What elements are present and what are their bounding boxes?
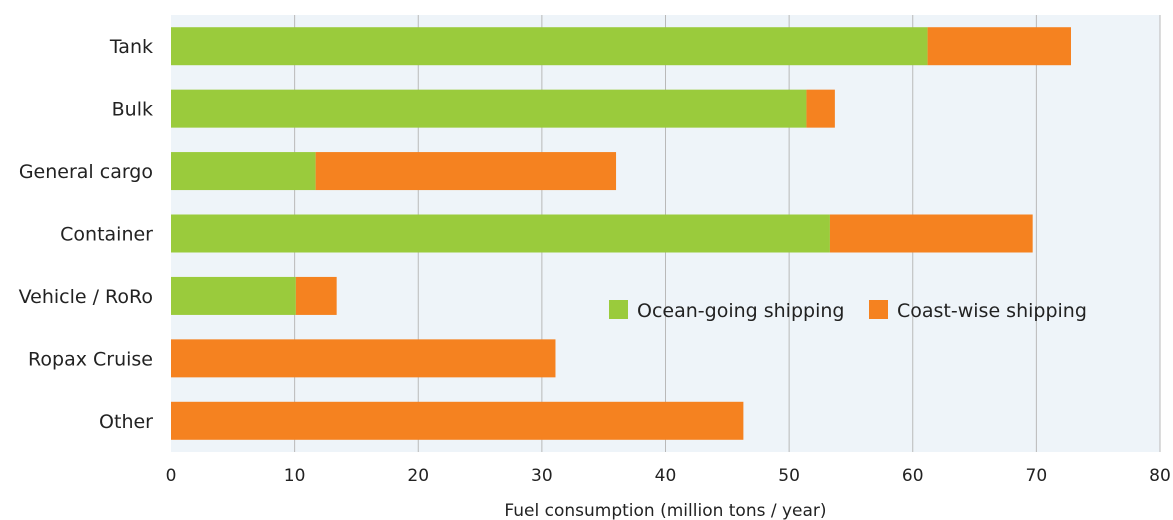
legend: Ocean-going shipping Coast-wise shipping: [609, 300, 1087, 322]
legend-label: Coast-wise shipping: [897, 300, 1087, 322]
bar-segment: [171, 152, 316, 191]
x-tick-label: 20: [407, 466, 429, 486]
category-label: Other: [99, 411, 153, 433]
x-tick-label: 50: [778, 466, 800, 486]
bar-segment: [171, 401, 744, 440]
legend-label: Ocean-going shipping: [637, 300, 844, 322]
x-tick-labels: 0 10 20 30 40 50 60 70 80: [166, 466, 1171, 486]
x-tick-label: 70: [1026, 466, 1048, 486]
x-axis-title: Fuel consumption (million tons / year): [504, 501, 826, 520]
bar-segment: [171, 214, 830, 253]
legend-swatch: [609, 300, 628, 319]
x-tick-label: 10: [284, 466, 306, 486]
category-label: Bulk: [112, 99, 153, 121]
x-tick-label: 80: [1149, 466, 1171, 486]
category-label: Ropax Cruise: [28, 348, 153, 370]
category-label: General cargo: [19, 161, 153, 183]
bar-segment: [171, 27, 928, 66]
bars: [171, 27, 1071, 440]
bar-segment: [829, 214, 1033, 253]
bar-segment: [927, 27, 1071, 66]
bar-segment: [171, 276, 296, 315]
x-tick-label: 40: [655, 466, 677, 486]
legend-swatch: [869, 300, 888, 319]
category-label: Container: [60, 224, 153, 246]
x-tick-label: 60: [902, 466, 924, 486]
x-tick-label: 30: [531, 466, 553, 486]
bar-segment: [295, 276, 337, 315]
category-label: Vehicle / RoRo: [19, 286, 153, 308]
x-tick-label: 0: [166, 466, 177, 486]
bar-segment: [171, 339, 556, 378]
category-labels: Tank Bulk General cargo Container Vehicle / …: [19, 36, 154, 433]
bar-segment: [315, 152, 617, 191]
bar-segment: [806, 89, 835, 128]
category-label: Tank: [109, 36, 153, 58]
bar-segment: [171, 89, 807, 128]
